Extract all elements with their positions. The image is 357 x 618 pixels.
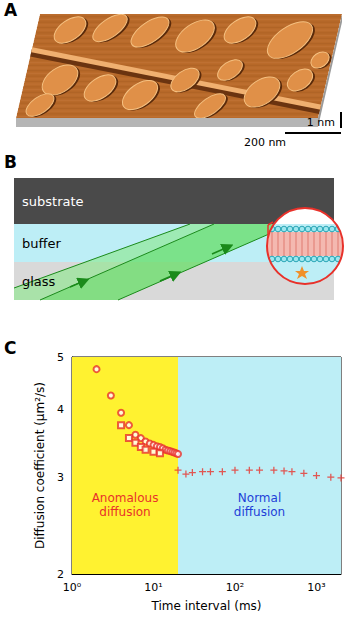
svg-text:1 nm: 1 nm	[307, 116, 335, 129]
svg-text:buffer: buffer	[22, 236, 61, 251]
svg-text:10³: 10³	[307, 581, 325, 594]
svg-text:2: 2	[57, 568, 64, 581]
svg-text:10⁰: 10⁰	[63, 581, 82, 594]
svg-text:10¹: 10¹	[144, 581, 162, 594]
svg-text:Normal: Normal	[238, 491, 281, 505]
svg-text:5: 5	[57, 351, 64, 364]
svg-text:glass: glass	[22, 274, 56, 289]
svg-text:Anomalous: Anomalous	[92, 491, 159, 505]
svg-text:10²: 10²	[226, 581, 244, 594]
html-text:B: B	[4, 152, 17, 172]
svg-text:4: 4	[57, 403, 64, 416]
svg-text:200 nm: 200 nm	[244, 136, 286, 149]
svg-text:diffusion: diffusion	[99, 505, 150, 519]
html-text:A: A	[4, 0, 18, 20]
svg-text:diffusion: diffusion	[234, 505, 285, 519]
svg-text:substrate: substrate	[22, 194, 84, 209]
html-text:C: C	[4, 338, 17, 358]
svg-text:Diffusion coefficient (μm²/s): Diffusion coefficient (μm²/s)	[33, 382, 47, 549]
svg-text:3: 3	[57, 471, 64, 484]
svg-text:Time interval (ms): Time interval (ms)	[150, 599, 261, 613]
